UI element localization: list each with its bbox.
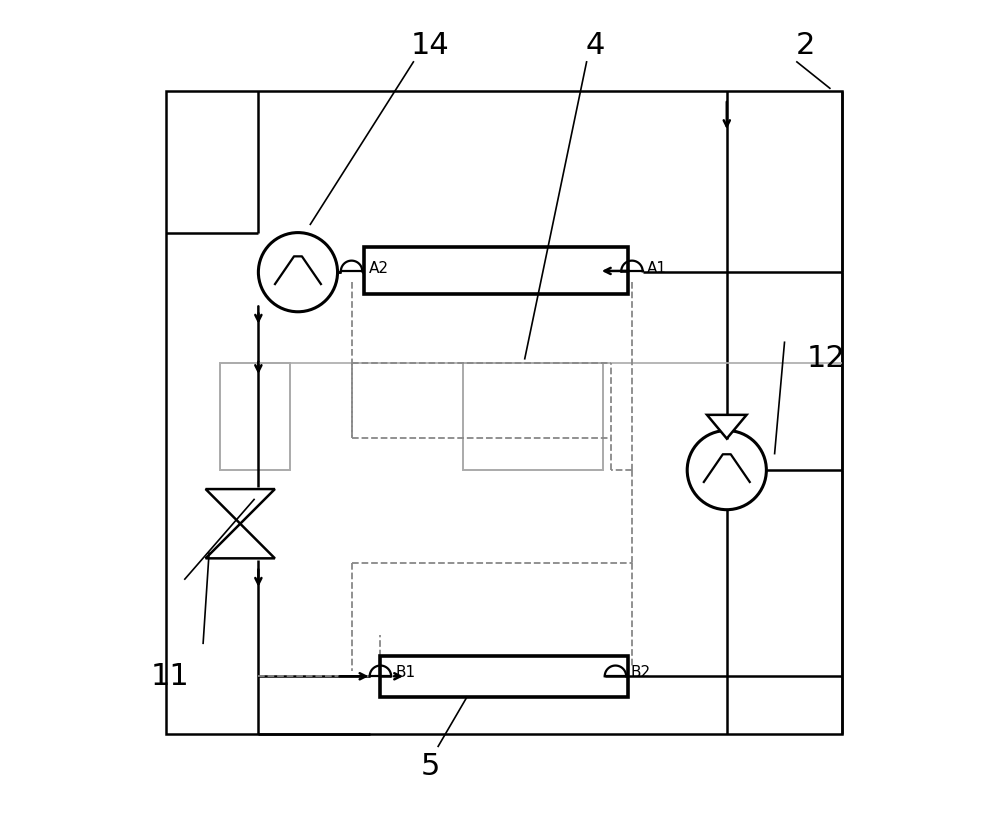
Text: 11: 11 [151, 661, 190, 691]
Bar [380, 656, 628, 697]
Text: 12: 12 [806, 344, 845, 373]
Text: 2: 2 [795, 31, 815, 60]
Bar [463, 363, 603, 470]
Text: 5: 5 [420, 752, 440, 781]
Text: B1: B1 [395, 666, 415, 681]
Polygon shape [707, 415, 747, 439]
Polygon shape [206, 489, 275, 524]
Bar [220, 363, 290, 470]
Bar [364, 247, 628, 294]
Polygon shape [206, 524, 275, 558]
Text: A1: A1 [647, 261, 667, 276]
Text: 14: 14 [411, 31, 449, 60]
Text: B2: B2 [630, 666, 650, 681]
Text: 4: 4 [585, 31, 605, 60]
Bar [166, 91, 842, 734]
Text: A2: A2 [369, 261, 389, 276]
